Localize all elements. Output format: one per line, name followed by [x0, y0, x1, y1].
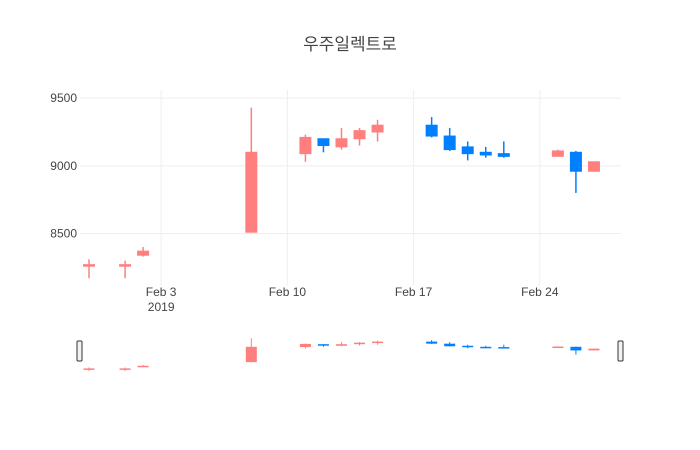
y-tick-label: 9000 — [50, 159, 77, 173]
mini-candle — [245, 338, 257, 363]
mini-candle-body — [335, 344, 347, 346]
mini-candle — [498, 344, 510, 349]
x-tick-label: Feb 17 — [395, 285, 433, 299]
candle-body — [245, 151, 258, 233]
mini-candle — [335, 342, 347, 347]
x-tick-sublabel: 2019 — [148, 300, 175, 314]
mini-candle — [462, 344, 474, 349]
y-tick-label: 8500 — [50, 227, 77, 241]
mini-candle-body — [317, 344, 329, 346]
mini-candle — [372, 340, 384, 345]
mini-candle-body — [83, 368, 95, 370]
candle — [497, 141, 510, 158]
mini-candle-body — [354, 342, 366, 345]
candle — [137, 247, 150, 257]
mini-candle-body — [137, 365, 149, 368]
candle — [587, 161, 600, 172]
candle-body — [497, 153, 510, 157]
x-tick-label: Feb 3 — [146, 285, 177, 299]
range-slider-series — [83, 338, 600, 371]
candle — [335, 127, 348, 150]
candle — [83, 259, 96, 279]
mini-candle-body — [426, 341, 438, 344]
candle-body — [317, 138, 330, 147]
candle-body — [299, 136, 312, 155]
mini-candle-body — [552, 346, 564, 349]
mini-candle — [119, 367, 131, 371]
candle-body — [335, 138, 348, 148]
mini-candle — [299, 343, 311, 349]
candle-body — [371, 124, 384, 133]
mini-candle-body — [480, 346, 492, 349]
candle — [119, 260, 132, 279]
mini-candle — [480, 345, 492, 349]
candle-body — [479, 151, 492, 156]
mini-candle-body — [570, 346, 582, 351]
mini-candle-body — [372, 341, 384, 344]
candlestick-series — [83, 107, 600, 279]
candle-body — [119, 264, 132, 267]
candle-body — [569, 151, 582, 172]
mini-candle — [137, 365, 149, 368]
mini-candle-body — [299, 343, 311, 348]
mini-candle-body — [588, 348, 600, 351]
candle-body — [461, 146, 474, 155]
mini-candle — [444, 342, 456, 347]
mini-candle — [426, 340, 438, 344]
mini-candle-body — [444, 343, 456, 347]
candle-body — [353, 130, 366, 140]
candle-body — [425, 124, 438, 137]
mini-candle — [83, 367, 95, 371]
y-axis: 8500 9000 9500 — [50, 91, 77, 240]
mini-candle-body — [498, 347, 510, 349]
range-slider-left-handle[interactable] — [76, 340, 83, 362]
candle — [551, 149, 564, 157]
candle — [317, 138, 330, 153]
candle — [371, 119, 384, 142]
candle — [425, 117, 438, 138]
candle-body — [587, 161, 600, 172]
range-slider-background[interactable] — [80, 326, 621, 378]
y-tick-label: 9500 — [50, 91, 77, 105]
mini-candle-body — [245, 346, 257, 363]
mini-candle-body — [462, 345, 474, 348]
candle-body — [83, 264, 96, 267]
mini-candle — [317, 344, 329, 347]
candle-body — [551, 150, 564, 157]
mini-candle — [552, 346, 564, 349]
candle — [443, 127, 456, 151]
range-slider[interactable] — [76, 326, 624, 378]
candle — [479, 146, 492, 158]
mini-candle — [354, 342, 366, 346]
mini-candle-body — [119, 368, 131, 370]
candle — [569, 150, 582, 193]
grid-lines — [80, 90, 621, 285]
candle — [353, 127, 366, 146]
x-tick-label: Feb 24 — [521, 285, 559, 299]
chart-title: 우주일렉트로 — [303, 35, 397, 55]
candle — [461, 141, 474, 161]
candle — [299, 134, 312, 162]
candle — [245, 107, 258, 233]
candle-body — [443, 135, 456, 151]
mini-candle — [588, 348, 600, 351]
mini-candle — [570, 346, 582, 355]
range-slider-right-handle[interactable] — [617, 340, 624, 362]
candle-body — [137, 250, 150, 256]
x-tick-label: Feb 10 — [269, 285, 307, 299]
